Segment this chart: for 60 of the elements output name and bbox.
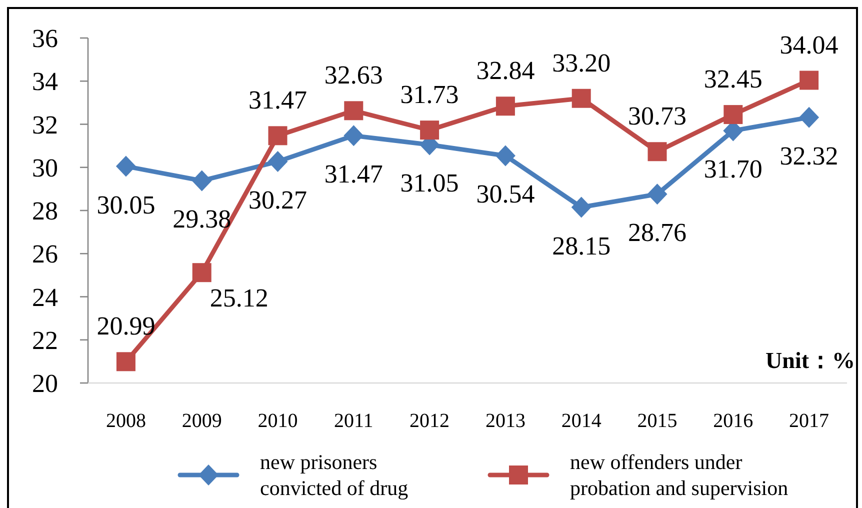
data-label: 33.20 — [552, 48, 611, 78]
y-tick-label: 20 — [32, 369, 58, 398]
y-tick-label: 26 — [32, 240, 58, 269]
point — [648, 142, 667, 162]
x-tick-label: 2011 — [334, 410, 374, 432]
point — [268, 151, 288, 172]
point — [192, 263, 212, 282]
data-label: 32.63 — [324, 60, 383, 90]
data-label: 32.84 — [476, 56, 535, 86]
x-tick-label: 2008 — [106, 410, 146, 432]
data-label: 25.12 — [210, 284, 268, 313]
data-label: 32.45 — [704, 64, 762, 94]
point — [116, 156, 136, 177]
y-tick-label: 24 — [32, 282, 58, 312]
data-label: 29.38 — [172, 204, 232, 234]
data-label: 31.73 — [400, 80, 459, 110]
y-tick-label: 30 — [32, 153, 58, 182]
point — [344, 125, 364, 146]
data-label: 34.04 — [780, 30, 838, 60]
data-label: 20.99 — [96, 312, 156, 341]
point — [724, 105, 743, 124]
x-tick-label: 2014 — [561, 410, 602, 432]
x-tick-label: 2016 — [713, 410, 754, 432]
x-tick-label: 2015 — [637, 410, 678, 432]
point — [496, 96, 515, 116]
y-tick-label: 22 — [32, 326, 58, 355]
data-label: 28.76 — [628, 218, 686, 248]
y-tick-label: 34 — [32, 67, 58, 96]
point — [116, 352, 136, 372]
point — [572, 88, 591, 108]
point — [800, 70, 819, 90]
point — [268, 126, 288, 146]
annotation: Unit：% — [766, 348, 855, 373]
point — [495, 145, 516, 166]
data-label: 31.05 — [400, 168, 459, 198]
y-tick-label: 32 — [32, 110, 58, 140]
data-label: 30.73 — [628, 102, 686, 131]
point — [799, 106, 820, 128]
y-tick-label: 36 — [32, 24, 58, 53]
x-tick-label: 2010 — [258, 410, 298, 432]
legend-label: new offenders under probation and supervision — [570, 450, 789, 500]
data-label: 31.47 — [324, 160, 383, 189]
data-label: 30.27 — [248, 186, 307, 215]
y-tick-label: 28 — [32, 196, 58, 226]
point — [647, 184, 668, 205]
point — [571, 196, 592, 218]
data-label: 31.70 — [704, 154, 762, 184]
data-label: 31.47 — [248, 86, 307, 115]
x-tick-label: 2017 — [789, 410, 830, 432]
x-tick-label: 2012 — [410, 410, 450, 432]
x-tick-label: 2009 — [182, 410, 222, 432]
point — [420, 120, 440, 140]
data-label: 30.05 — [96, 190, 156, 220]
x-tick-label: 2013 — [485, 410, 526, 432]
point — [344, 101, 364, 120]
data-label: 28.15 — [552, 231, 611, 260]
legend-label: new prisoners convicted of drug — [260, 450, 409, 500]
data-label: 30.54 — [476, 180, 535, 209]
point — [192, 170, 212, 192]
data-label: 32.32 — [780, 141, 838, 170]
